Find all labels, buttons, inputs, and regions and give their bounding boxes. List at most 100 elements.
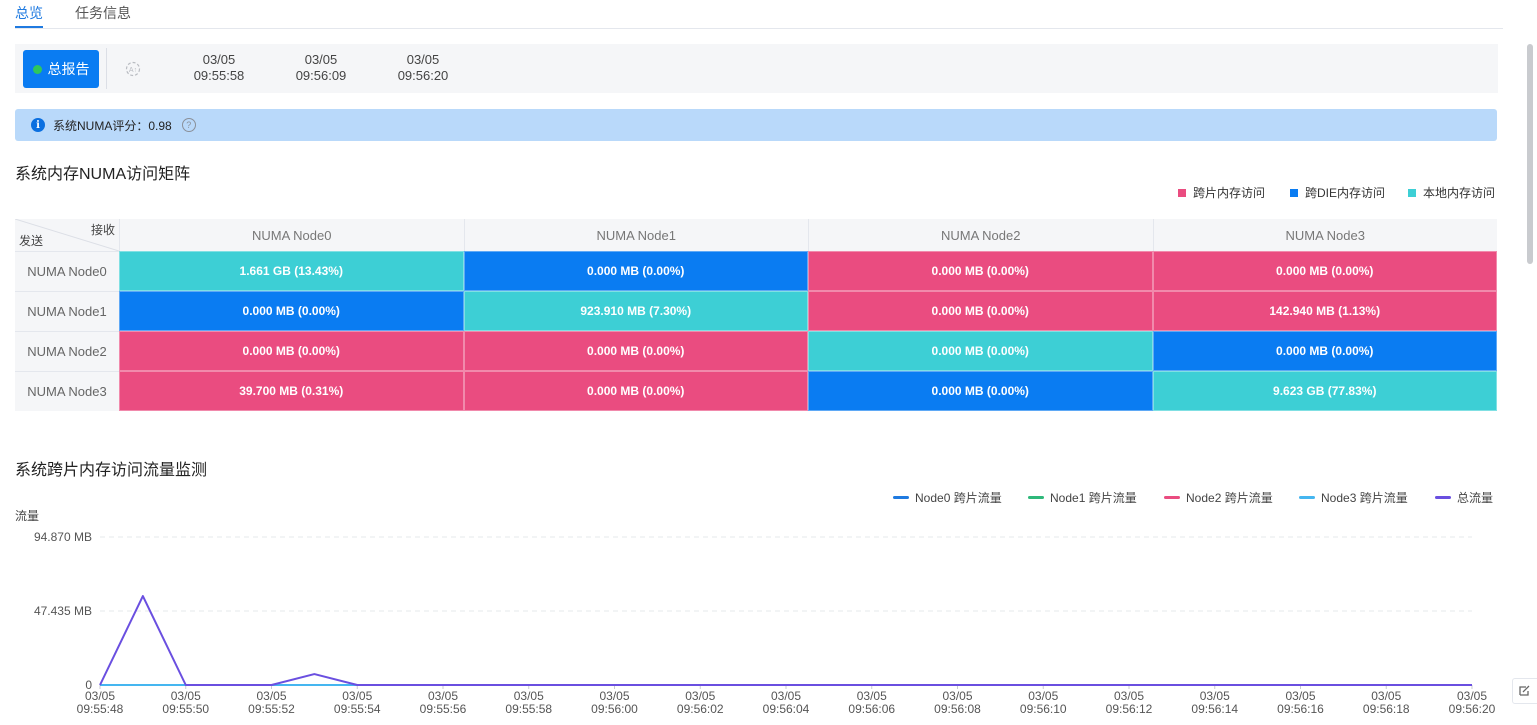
- matrix-column-header: NUMA Node1: [463, 219, 808, 251]
- x-tick-label: 09:55:52: [248, 702, 295, 716]
- toolbar-divider: [106, 48, 107, 89]
- matrix-cell[interactable]: 0.000 MB (0.00%): [808, 371, 1153, 411]
- matrix-column-header: NUMA Node0: [119, 219, 464, 251]
- legend-label: Node3 跨片流量: [1321, 491, 1408, 505]
- matrix-cell[interactable]: 0.000 MB (0.00%): [1152, 251, 1497, 291]
- chart-legend-item[interactable]: Node3 跨片流量: [1299, 489, 1408, 506]
- legend-item-chip[interactable]: 跨片内存访问: [1178, 184, 1265, 201]
- legend-item-local[interactable]: 本地内存访问: [1408, 184, 1495, 201]
- x-tick-label: 09:56:04: [763, 702, 810, 716]
- x-tick-label: 03/05: [342, 689, 372, 703]
- matrix-column-header: NUMA Node3: [1152, 219, 1497, 251]
- info-icon: i: [31, 118, 45, 132]
- x-tick-label: 03/05: [171, 689, 201, 703]
- legend-line: [1435, 496, 1451, 499]
- corner-send-label: 发送: [19, 234, 44, 248]
- numa-score-text: 系统NUMA评分：0.98: [53, 118, 172, 133]
- total-report-label: 总报告: [47, 61, 90, 77]
- numa-score-alert: i 系统NUMA评分：0.98 ?: [15, 109, 1497, 141]
- page-scrollbar[interactable]: [1527, 44, 1533, 264]
- x-tick-label: 03/05: [1028, 689, 1058, 703]
- help-icon[interactable]: ?: [181, 118, 196, 132]
- series-line: [99, 595, 1472, 686]
- matrix-cell[interactable]: 1.661 GB (13.43%): [119, 251, 464, 291]
- timestamp-item[interactable]: 03/05 09:55:58: [189, 52, 249, 84]
- timestamp-time: 09:55:58: [193, 68, 245, 83]
- legend-label: 总流量: [1457, 491, 1494, 505]
- x-tick-label: 03/05: [1371, 689, 1401, 703]
- matrix-cell[interactable]: 0.000 MB (0.00%): [1152, 331, 1497, 371]
- x-tick-label: 03/05: [1200, 689, 1230, 703]
- x-tick-label: 03/05: [857, 689, 887, 703]
- x-tick-label: 03/05: [428, 689, 458, 703]
- matrix-cell[interactable]: 0.000 MB (0.00%): [463, 251, 808, 291]
- matrix-cell[interactable]: 0.000 MB (0.00%): [119, 291, 464, 331]
- chart-legend-item[interactable]: 总流量: [1435, 489, 1493, 506]
- total-report-button[interactable]: 总报告: [23, 50, 99, 88]
- x-tick-label: 09:55:54: [334, 702, 381, 716]
- flow-section-title: 系统跨片内存访问流量监测: [15, 462, 208, 479]
- corner-diagonal: [15, 219, 119, 251]
- timestamp-item[interactable]: 03/05 09:56:09: [291, 52, 351, 84]
- timestamp-date: 03/05: [202, 52, 236, 67]
- x-tick-label: 09:56:08: [934, 702, 981, 716]
- matrix-cell[interactable]: 0.000 MB (0.00%): [463, 331, 808, 371]
- legend-label: 本地内存访问: [1423, 186, 1496, 200]
- y-tick-label: 0: [85, 678, 92, 692]
- x-tick-label: 03/05: [1114, 689, 1144, 703]
- legend-line: [1028, 496, 1044, 499]
- matrix-cell[interactable]: 0.000 MB (0.00%): [463, 371, 808, 411]
- legend-swatch: [1290, 188, 1298, 197]
- edit-icon[interactable]: [1512, 678, 1537, 704]
- legend-label: Node2 跨片流量: [1186, 491, 1273, 505]
- legend-label: 跨DIE内存访问: [1305, 186, 1386, 200]
- x-tick-label: 09:55:48: [77, 702, 124, 716]
- matrix-cell[interactable]: 39.700 MB (0.31%): [119, 371, 464, 411]
- numa-access-matrix: 接收 发送 NUMA Node0 NUMA Node1 NUMA Node2 NUMA…: [15, 219, 1497, 411]
- active-tab-indicator: [15, 26, 43, 28]
- y-tick-label: 94.870 MB: [34, 530, 92, 544]
- x-tick-label: 09:55:56: [420, 702, 467, 716]
- matrix-cell[interactable]: 9.623 GB (77.83%): [1152, 371, 1497, 411]
- chart-legend-item[interactable]: Node2 跨片流量: [1164, 489, 1273, 506]
- matrix-cell[interactable]: 0.000 MB (0.00%): [808, 331, 1153, 371]
- compare-icon[interactable]: A↑: [125, 61, 141, 77]
- matrix-row-header: NUMA Node1: [15, 291, 119, 331]
- legend-label: Node1 跨片流量: [1050, 491, 1137, 505]
- svg-text:A↑: A↑: [129, 67, 137, 74]
- timestamp-item[interactable]: 03/05 09:56:20: [393, 52, 453, 84]
- x-tick-label: 03/05: [685, 689, 715, 703]
- matrix-cell[interactable]: 0.000 MB (0.00%): [808, 291, 1153, 331]
- matrix-cell[interactable]: 923.910 MB (7.30%): [463, 291, 808, 331]
- y-tick-label: 47.435 MB: [34, 604, 92, 618]
- matrix-column-header: NUMA Node2: [808, 219, 1153, 251]
- x-tick-label: 03/05: [942, 689, 972, 703]
- x-tick-label: 09:56:10: [1020, 702, 1067, 716]
- matrix-row-header: NUMA Node0: [15, 251, 119, 291]
- matrix-corner-header: 接收 发送: [15, 219, 119, 251]
- matrix-cell[interactable]: 0.000 MB (0.00%): [808, 251, 1153, 291]
- timestamp-date: 03/05: [304, 52, 338, 67]
- tab-task-info[interactable]: 任务信息: [75, 5, 131, 21]
- timestamp-time: 09:56:09: [295, 68, 347, 83]
- legend-label: Node0 跨片流量: [915, 491, 1002, 505]
- legend-line: [893, 496, 909, 499]
- x-tick-label: 03/05: [599, 689, 629, 703]
- legend-line: [1164, 496, 1180, 499]
- status-dot-icon: [32, 64, 42, 74]
- matrix-cell[interactable]: 142.940 MB (1.13%): [1152, 291, 1497, 331]
- timestamp-date: 03/05: [406, 52, 440, 67]
- y-axis-label: 流量: [15, 509, 39, 523]
- matrix-row-header: NUMA Node3: [15, 371, 119, 411]
- x-tick-label: 09:56:00: [591, 702, 638, 716]
- legend-item-die[interactable]: 跨DIE内存访问: [1290, 184, 1385, 201]
- chart-legend-item[interactable]: Node1 跨片流量: [1028, 489, 1137, 506]
- chart-legend-item[interactable]: Node0 跨片流量: [893, 489, 1002, 506]
- x-tick-label: 09:56:14: [1191, 702, 1238, 716]
- matrix-cell[interactable]: 0.000 MB (0.00%): [119, 331, 464, 371]
- timestamp-time: 09:56:20: [397, 68, 449, 83]
- x-tick-label: 09:55:50: [162, 702, 209, 716]
- x-tick-label: 09:56:12: [1106, 702, 1153, 716]
- x-tick-label: 09:56:06: [848, 702, 895, 716]
- tab-overview[interactable]: 总览: [15, 5, 43, 21]
